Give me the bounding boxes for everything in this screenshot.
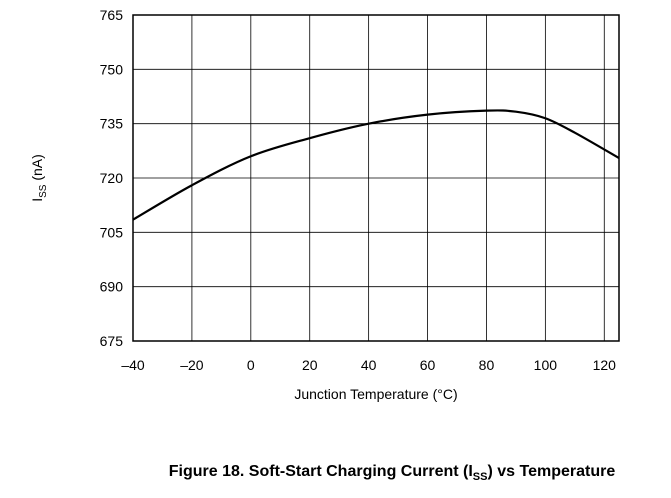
x-axis-title: Junction Temperature (°C) — [294, 386, 457, 402]
x-tick-label: 20 — [302, 357, 318, 373]
y-tick-label: 690 — [100, 279, 124, 295]
x-tick-label: 100 — [534, 357, 558, 373]
series-layer — [132, 109, 620, 221]
x-tick-label: 40 — [361, 357, 377, 373]
y-tick-label: 675 — [100, 333, 124, 349]
y-axis-title: ISS (nA) — [29, 154, 49, 202]
y-tick-label: 720 — [100, 170, 124, 186]
y-tick-label: 735 — [100, 116, 124, 132]
x-tick-label: 80 — [479, 357, 495, 373]
y-tick-label: 765 — [100, 7, 124, 23]
grid — [132, 14, 619, 342]
caption-text-post: ) vs Temperature — [487, 463, 615, 480]
figure-caption: Figure 18. Soft-Start Charging Current (… — [169, 463, 616, 483]
y-axis-title-unit: (nA) — [29, 154, 45, 184]
x-tick-labels: –40 –20 0 20 40 60 80 100 120 — [121, 357, 616, 373]
x-tick-label: –20 — [180, 357, 204, 373]
x-tick-label: 0 — [247, 357, 255, 373]
plot-frame — [132, 14, 620, 342]
y-axis-title-main: I — [29, 198, 45, 202]
x-tick-label: –40 — [121, 357, 145, 373]
y-tick-label: 750 — [100, 61, 124, 77]
x-tick-label: 120 — [593, 357, 617, 373]
y-tick-label: 705 — [100, 224, 124, 240]
x-tick-label: 60 — [420, 357, 436, 373]
y-axis-title-sub: SS — [38, 184, 49, 198]
caption-text-pre: Figure 18. Soft-Start Charging Current (… — [169, 463, 473, 480]
y-tick-labels: 675 690 705 720 735 750 765 — [100, 7, 124, 349]
series-line — [132, 109, 620, 221]
caption-text-sub: SS — [473, 471, 488, 483]
